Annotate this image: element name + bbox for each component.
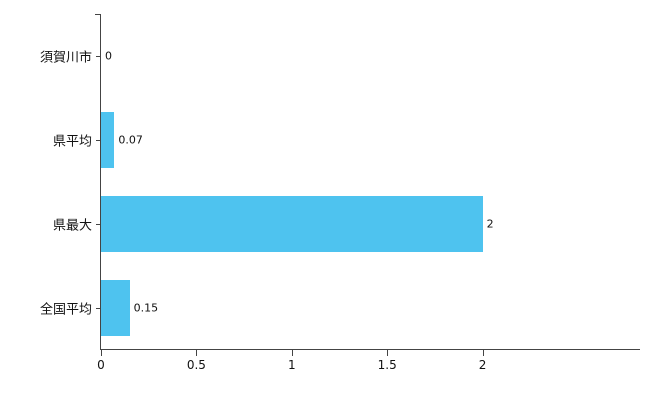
category-label: 須賀川市 (39, 50, 92, 66)
x-axis-tick-label: 1 (287, 358, 296, 372)
x-axis-tick (101, 350, 102, 356)
value-label: 0 (105, 49, 112, 63)
bar (101, 196, 483, 252)
category-label: 全国平均 (39, 302, 92, 318)
bar-row: 須賀川市 0 (40, 14, 640, 98)
value-label: 2 (486, 217, 494, 231)
category-label: 県最大 (52, 218, 92, 234)
bar (101, 280, 130, 336)
y-axis-tick (96, 308, 101, 309)
x-axis-tick-label: 0 (97, 358, 105, 372)
x-axis-tick-label: 1.5 (377, 358, 397, 372)
x-axis-tick (196, 350, 198, 356)
plot-area: 須賀川市 0 県平均 0.07 県最大 2 全国平均 0.15 0 0.5 1 1.5 2 (40, 14, 640, 372)
bar-row: 全国平均 0.15 (40, 266, 640, 350)
bar (101, 112, 115, 168)
value-label: 0.07 (118, 133, 143, 147)
x-axis-tick (482, 350, 484, 356)
y-axis-tick (96, 224, 101, 225)
x-axis-tick (387, 350, 389, 356)
x-axis-tick-label: 0.5 (186, 358, 206, 372)
bar-row: 県平均 0.07 (53, 98, 640, 182)
bar-row: 県最大 2 (53, 182, 640, 266)
y-axis-tick (96, 140, 101, 141)
value-label: 0.15 (133, 301, 159, 315)
y-axis-top-tick (95, 14, 100, 15)
x-axis-tick (291, 350, 293, 356)
category-label: 県平均 (52, 134, 92, 150)
y-axis-tick (96, 56, 101, 57)
x-axis-tick-label: 2 (478, 358, 487, 372)
